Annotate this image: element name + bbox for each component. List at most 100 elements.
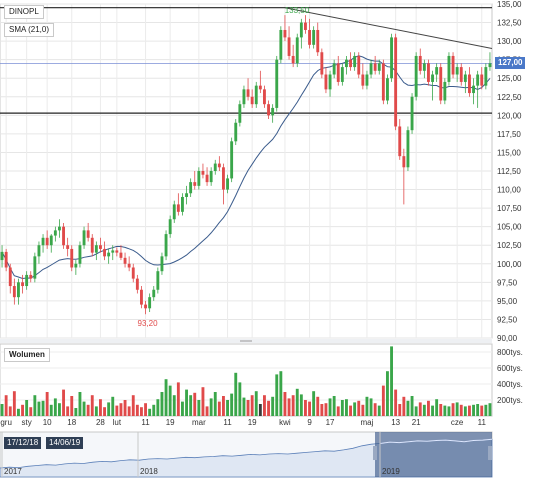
candle-body (37, 245, 41, 257)
volume-bar (58, 403, 61, 416)
volume-bar (176, 382, 180, 416)
volume-bar (427, 400, 430, 416)
volume-bar (168, 385, 172, 416)
volume-bar (246, 400, 250, 416)
volume-bar (70, 396, 74, 416)
time-tick-label: 21 (412, 418, 421, 427)
volume-bar (189, 395, 193, 416)
navigator-year-label: 2018 (140, 467, 158, 476)
volume-bar (62, 389, 65, 416)
candle-body (4, 251, 8, 268)
volume-bar (336, 406, 340, 416)
candle-body (156, 271, 160, 290)
candle-body (45, 237, 49, 246)
volume-panel (0, 343, 493, 417)
volume-tick-label: 200tys. (497, 396, 523, 405)
price-tick-label: 97,50 (497, 278, 518, 287)
volume-bar (365, 396, 369, 416)
candle-body (291, 55, 295, 64)
price-tick-label: 115,00 (497, 148, 521, 157)
price-tick-label: 95,00 (497, 297, 518, 306)
navigator-right-handle (488, 446, 492, 460)
volume-bar (0, 404, 4, 416)
candle-body (49, 235, 53, 246)
price-tick-label: 100,00 (497, 260, 522, 269)
date-from-chip[interactable]: 17/12/18 (4, 437, 42, 449)
candle-body (185, 193, 188, 197)
candle-body (377, 63, 381, 71)
volume-bar (140, 407, 143, 416)
price-tick-label: 120,00 (497, 111, 522, 120)
volume-bar (451, 403, 455, 416)
volume-bar (111, 396, 115, 416)
volume-bar (25, 400, 29, 416)
navigator-year-label: 2019 (382, 467, 400, 476)
date-to-chip[interactable]: 14/06/19 (46, 437, 84, 449)
candle-body (8, 267, 12, 287)
candle-body (353, 55, 357, 68)
time-tick-label: 19 (248, 418, 257, 427)
candle-body (439, 67, 443, 101)
volume-bar (41, 400, 45, 416)
volume-bar (320, 404, 324, 416)
volume-bar (488, 403, 492, 416)
candle-body (447, 55, 451, 82)
volume-bar (406, 400, 410, 416)
candle-body (119, 252, 123, 258)
candle-body (0, 251, 4, 261)
candle-body (275, 59, 279, 108)
volume-bar (33, 395, 37, 416)
volume-bar (386, 371, 389, 416)
candle-body (472, 85, 475, 94)
volume-bar (226, 400, 229, 416)
candle-body (468, 74, 471, 94)
volume-bar (12, 391, 16, 416)
price-tick-label: 110,00 (497, 186, 521, 195)
candle-body (254, 85, 258, 105)
candle-body (295, 37, 299, 64)
volume-bar (377, 405, 381, 416)
volume-bar (279, 371, 283, 416)
volume-bar (369, 398, 373, 416)
candle-body (53, 230, 57, 236)
candle-body (369, 63, 373, 75)
candle-body (131, 267, 135, 279)
candle-body (140, 289, 143, 305)
time-tick-label: 11 (478, 418, 487, 427)
volume-bar (443, 405, 447, 416)
candle-body (242, 89, 246, 105)
candle-body (381, 63, 385, 101)
time-tick-label: 17 (326, 418, 335, 427)
volume-bar (402, 396, 406, 416)
volume-bar (308, 401, 311, 416)
volume-bar (254, 391, 258, 416)
price-tick-label: 132,50 (497, 19, 522, 28)
volume-bar (37, 401, 41, 416)
candle-body (357, 55, 361, 75)
volume-bar (127, 406, 131, 416)
candle-body (86, 230, 90, 238)
volume-bar (357, 400, 361, 416)
candle-body (25, 274, 29, 287)
candle-body (431, 74, 434, 82)
candle-body (299, 22, 303, 38)
price-tick-label: 92,50 (497, 315, 518, 324)
volume-bar (361, 404, 365, 416)
volume-bar (345, 399, 348, 416)
candle-body (455, 67, 459, 75)
candle-body (17, 282, 20, 298)
volume-bar (439, 404, 443, 416)
volume-bar (78, 392, 82, 416)
navigator-left-handle (373, 446, 377, 460)
volume-bar (271, 396, 275, 416)
price-tick-label: 105,00 (497, 223, 522, 232)
volume-bar (373, 403, 377, 416)
price-tick-label: 125,00 (497, 74, 522, 83)
volume-bar (459, 404, 463, 416)
price-tick-label: 112,50 (497, 167, 521, 176)
trendline (284, 7, 493, 50)
candle-body (58, 226, 61, 231)
candle-body (82, 230, 86, 246)
price-tick-label: 102,50 (497, 241, 522, 250)
